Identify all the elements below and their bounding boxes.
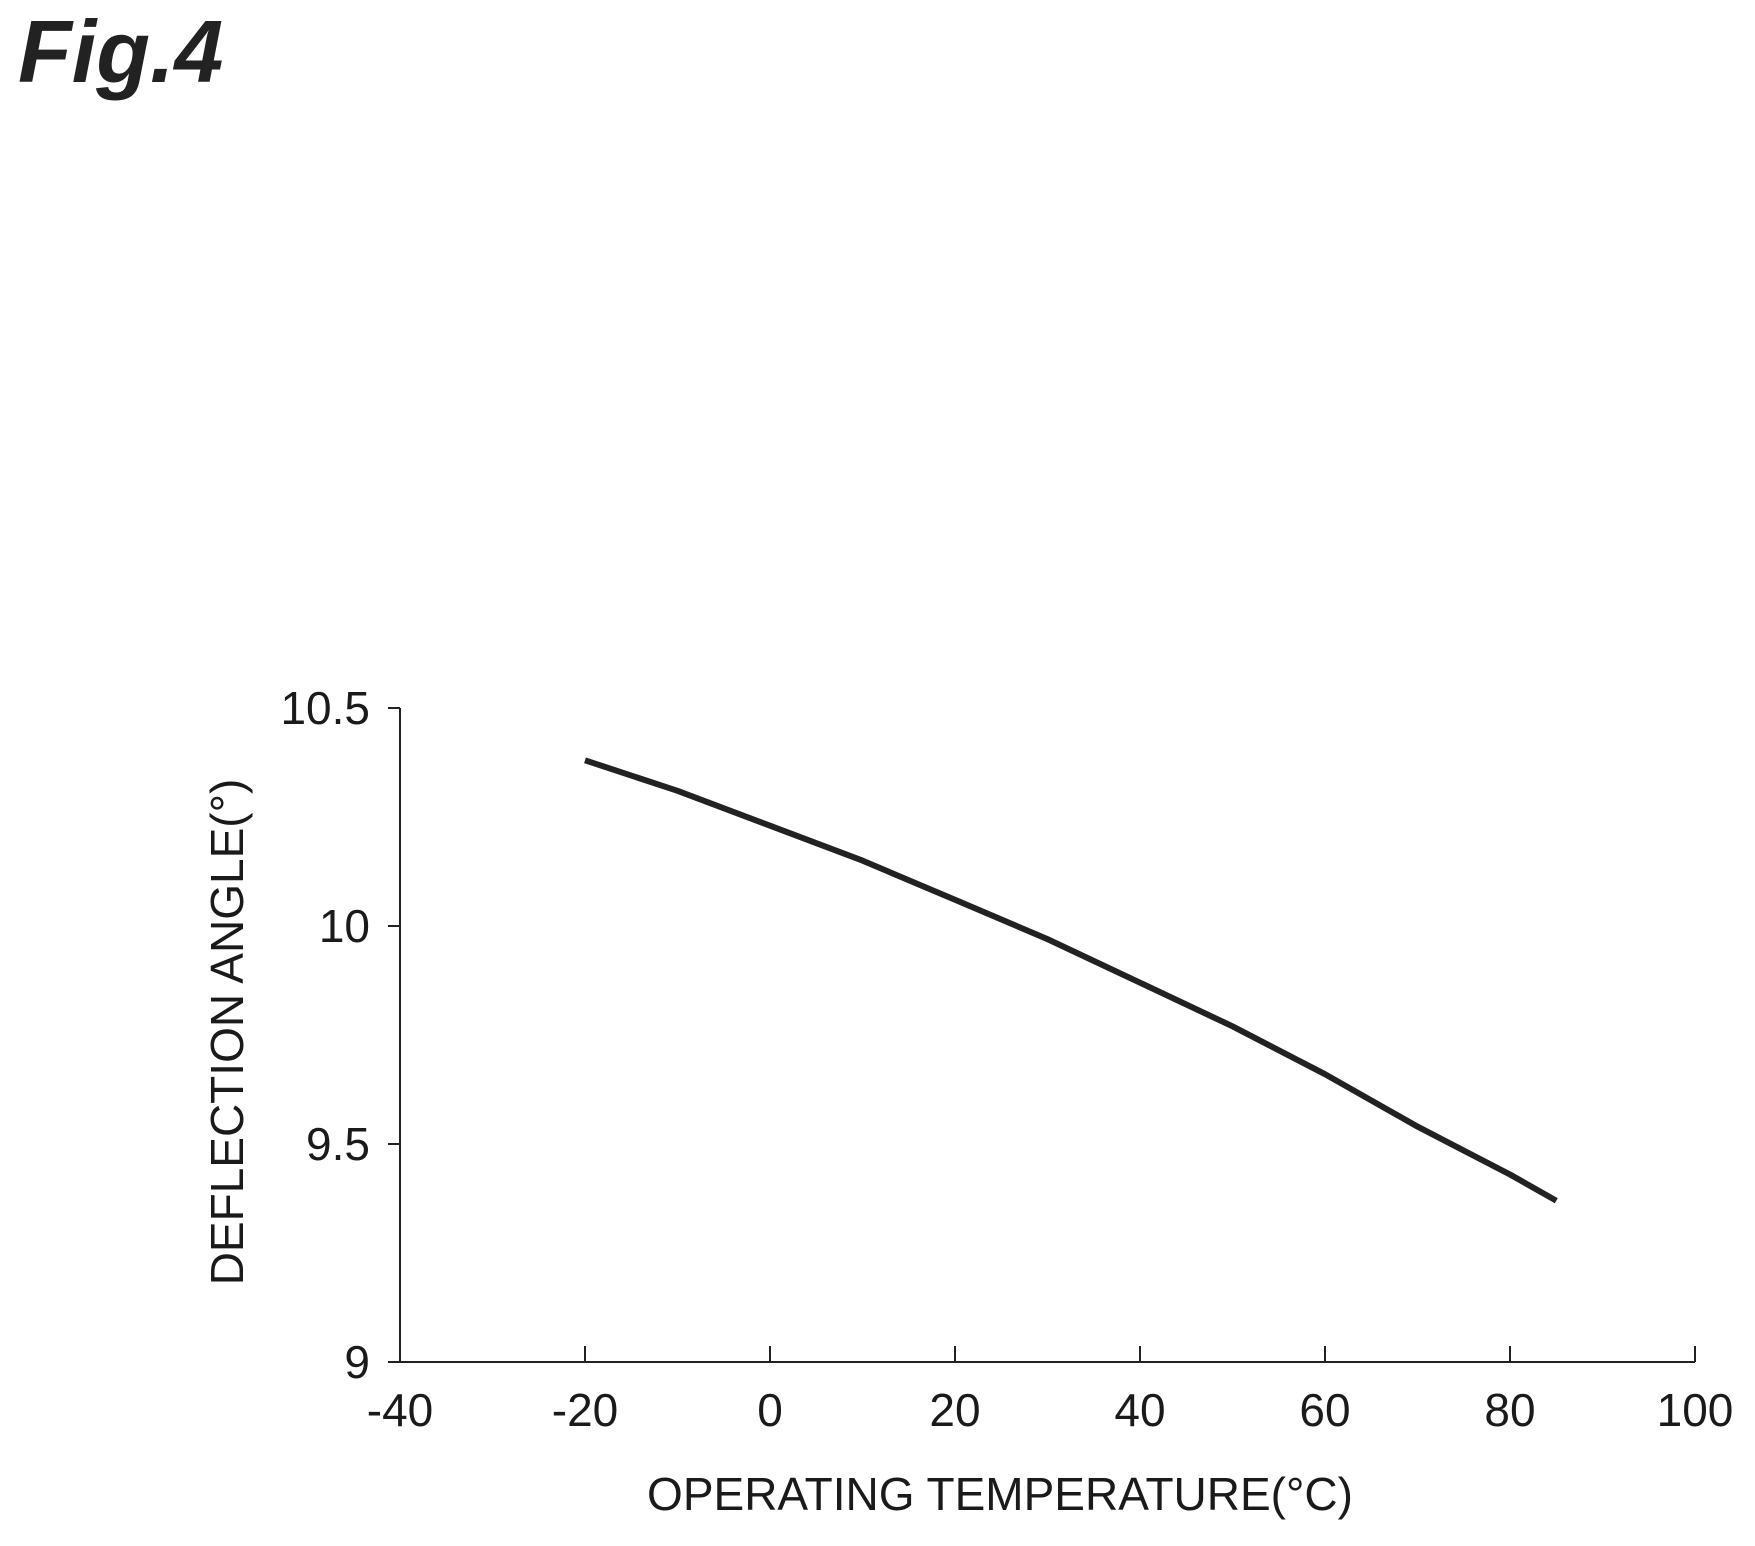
x-axis-title: OPERATING TEMPERATURE(°C) [647, 1468, 1353, 1520]
x-tick-label: -40 [367, 1384, 433, 1436]
x-tick-label: 100 [1657, 1384, 1734, 1436]
x-tick-label: 20 [929, 1384, 980, 1436]
x-tick-label: 40 [1114, 1384, 1165, 1436]
y-tick-label: 9.5 [306, 1118, 370, 1170]
x-tick-label: 0 [757, 1384, 783, 1436]
y-axis-ticks: 9 9.5 10 10.5 [280, 682, 400, 1388]
y-axis-title: DEFLECTION ANGLE(°) [201, 779, 253, 1286]
series-line [584, 757, 1558, 1204]
figure-title: Fig.4 [18, 2, 224, 101]
chart-axes [399, 708, 1695, 1363]
chart-series [584, 757, 1558, 1204]
x-tick-label: 80 [1484, 1384, 1535, 1436]
y-tick-label: 9 [344, 1336, 370, 1388]
x-tick-label: 60 [1299, 1384, 1350, 1436]
y-tick-label: 10 [319, 900, 370, 952]
x-tick-label: -20 [552, 1384, 618, 1436]
y-tick-label: 10.5 [280, 682, 370, 734]
x-axis-ticks: -40 -20 0 20 40 60 80 100 [367, 1346, 1734, 1436]
